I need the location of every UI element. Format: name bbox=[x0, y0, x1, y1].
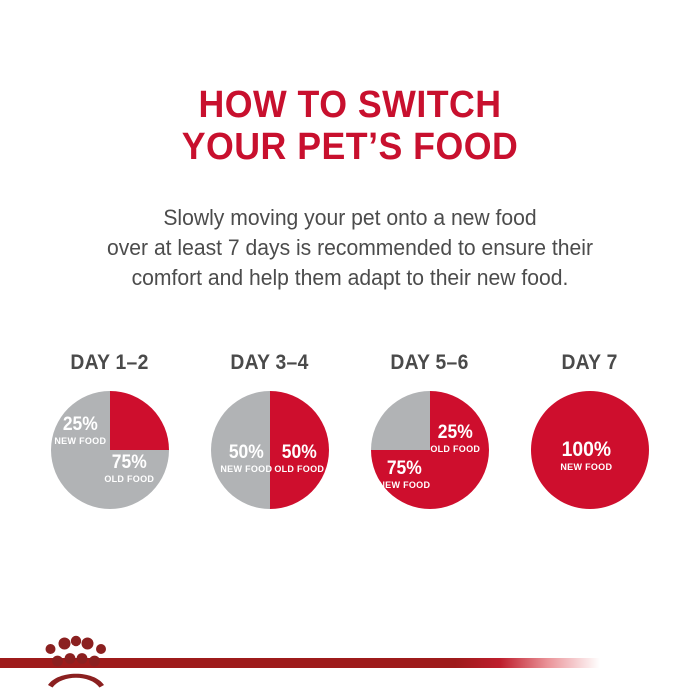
pie-slice-old-food bbox=[51, 391, 169, 509]
pie-slice-new-food bbox=[270, 391, 329, 509]
footer bbox=[0, 630, 700, 700]
page-title-line-2: YOUR PET’S FOOD bbox=[181, 126, 519, 168]
pie-chart: 25% NEW FOOD 75% OLD FOOD bbox=[51, 391, 169, 509]
pie-graphic bbox=[371, 391, 489, 509]
pie-slice-old-food bbox=[371, 391, 430, 450]
page-title: HOW TO SWITCH YOUR PET’S FOOD bbox=[0, 84, 700, 168]
chart-day-label: DAY 3–4 bbox=[230, 351, 310, 374]
intro-line-2: over at least 7 days is recommended to e… bbox=[106, 235, 594, 260]
pie-chart-row: DAY 1–2 25% NEW FOOD 75% OLD FOOD DAY 3–4 50% N… bbox=[0, 352, 700, 527]
pie-chart: 100% NEW FOOD bbox=[531, 391, 649, 509]
pie-slice-new-food bbox=[110, 391, 169, 450]
pie-chart: 75% NEW FOOD 25% OLD FOOD bbox=[371, 391, 489, 509]
chart-3: DAY 5–6 75% NEW FOOD 25% OLD FOOD bbox=[356, 352, 504, 527]
chart-day-label: DAY 1–2 bbox=[70, 351, 150, 374]
chart-1: DAY 1–2 25% NEW FOOD 75% OLD FOOD bbox=[36, 352, 184, 527]
pie-graphic bbox=[531, 391, 649, 509]
pie-slice-new-food bbox=[531, 391, 649, 509]
chart-day-label: DAY 5–6 bbox=[390, 351, 470, 374]
pie-graphic bbox=[51, 391, 169, 509]
intro-paragraph: Slowly moving your pet onto a new food o… bbox=[0, 203, 700, 293]
royal-canin-crown-logo bbox=[45, 635, 106, 688]
footer-red-bar bbox=[0, 658, 600, 668]
intro-line-1: Slowly moving your pet onto a new food bbox=[163, 205, 537, 230]
intro-line-3: comfort and help them adapt to their new… bbox=[131, 265, 569, 290]
chart-4: DAY 7 100% NEW FOOD bbox=[516, 352, 664, 527]
pie-slice-old-food bbox=[211, 391, 270, 509]
chart-2: DAY 3–4 50% NEW FOOD 50% OLD FOOD bbox=[196, 352, 344, 527]
pie-chart: 50% NEW FOOD 50% OLD FOOD bbox=[211, 391, 329, 509]
chart-day-label: DAY 7 bbox=[561, 351, 619, 374]
page-title-line-1: HOW TO SWITCH bbox=[198, 84, 502, 126]
pie-graphic bbox=[211, 391, 329, 509]
